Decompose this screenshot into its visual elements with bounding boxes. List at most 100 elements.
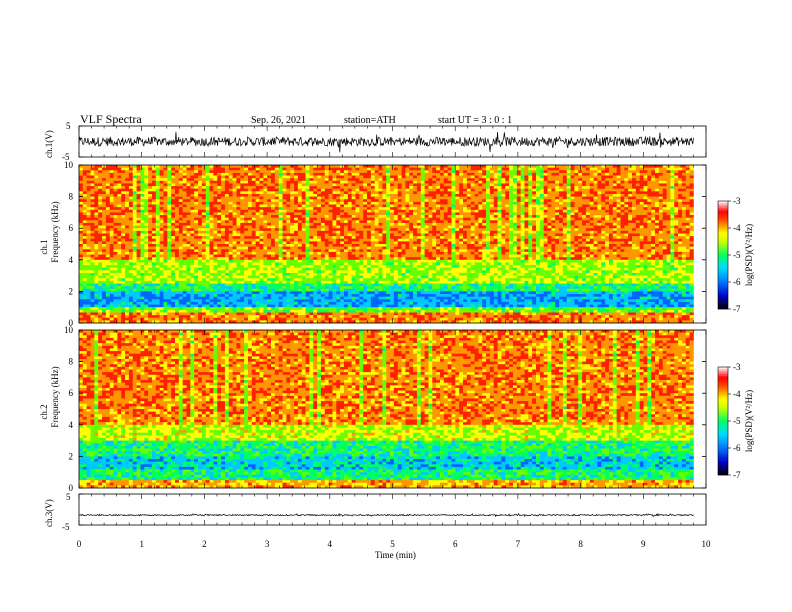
ch1-spectrogram-cell [244,265,249,268]
ch1-spectrogram-cell [301,175,306,179]
ch1-spectrogram-cell [374,225,379,229]
ch1-spectrogram-cell [167,317,172,321]
ch1-spectrogram-cell [290,288,295,292]
ch1-spectrogram-cell [121,315,126,319]
ch1-spectrogram-cell [251,209,256,213]
ch1-spectrogram-cell [290,317,295,321]
ch1-spectrogram-cell [182,265,187,268]
ch1-spectrogram-cell [163,254,168,258]
ch1-spectrogram-cell [355,259,360,263]
ch1-spectrogram-cell [82,312,87,316]
ch1-spectrogram-cell [178,317,183,321]
ch1-spectrogram-cell [94,265,99,268]
ch1-spectrogram-cell [236,259,241,263]
ch1-spectrogram-cell [259,244,264,247]
ch1-spectrogram-cell [98,201,103,205]
ch1-spectrogram-cell [332,251,337,255]
ch1-spectrogram-cell [125,262,130,266]
ch1-spectrogram-cell [117,291,122,295]
ch1-spectrogram-cell [132,207,137,211]
ch1-spectrogram-cell [102,209,107,213]
ch1-spectrogram-cell [198,241,203,245]
ch1-spectrogram-cell [278,233,283,237]
ch1-spectrogram-cell [359,225,364,229]
ch1-spectrogram-cell [136,299,141,303]
ch1-spectrogram-cell [378,204,383,208]
ch1-spectrogram-cell [182,320,187,324]
ch1-spectrogram-cell [159,317,164,321]
ch1-spectrogram-cell [313,199,318,203]
ch1-spectrogram-cell [370,209,376,213]
ch1-spectrogram-cell [163,215,168,218]
ch1-spectrogram-cell [240,286,245,290]
ch1-spectrogram-cell [201,222,207,226]
ch1-spectrogram-cell [232,265,237,268]
ch1-spectrogram-cell [263,199,268,203]
ch1-spectrogram-cell [205,225,210,229]
ch1-spectrogram-cell [286,217,291,221]
ch1-spectrogram-cell [305,204,310,208]
ch1-spectrogram-cell [363,186,368,189]
ch1-spectrogram-cell [359,170,364,174]
ch1-spectrogram-cell [382,199,387,203]
ch1-spectrogram-cell [232,315,237,319]
ch1-spectrogram-cell [209,241,214,245]
ch1-spectrogram-cell [255,236,260,240]
ch1-spectrogram-cell [171,307,176,311]
ch1-spectrogram-cell [144,257,149,261]
ch1-spectrogram-cell [390,199,395,203]
ch1-spectrogram-cell [313,296,318,300]
ch1-spectrogram-cell [297,244,303,247]
ch1-spectrogram-cell [370,257,376,261]
ch1-spectrogram-cell [117,183,122,187]
ch1-spectrogram-cell [278,193,283,197]
ch1-spectrogram-cell [125,312,130,316]
ch1-spectrogram-cell [282,244,287,247]
ch1-spectrogram-cell [136,225,141,229]
ch1-spectrogram-cell [155,317,160,321]
ch1-spectrogram-cell [309,191,314,195]
ch1-spectrogram-cell [82,283,87,287]
ch1-spectrogram-cell [221,217,226,221]
ch1-spectrogram-cell [155,175,160,179]
ch1-spectrogram-cell [271,175,276,179]
ch1-spectrogram-cell [236,286,241,290]
ch1-spectrogram-cell [324,170,329,174]
ch1-spectrogram-cell [259,317,264,321]
ch1-spectrogram-cell [190,233,195,237]
ch1-spectrogram-cell [205,286,210,290]
ch1-spectrogram-cell [217,236,222,240]
ch1-spectrogram-cell [224,272,230,276]
ch1-spectrogram-cell [271,178,276,182]
ch1-spectrogram-cell [163,233,168,237]
ch1-spectrogram-cell [175,254,180,258]
ch1-spectrogram-cell [94,183,99,187]
ch1-spectrogram-cell [324,307,329,311]
ch1-spectrogram-cell [336,220,341,224]
ch1-spectrogram-cell [163,315,168,319]
ch1-spectrogram-cell [182,172,187,176]
ch1-spectrogram-cell [274,212,279,216]
ch1-spectrogram-cell [244,222,249,226]
ch1-spectrogram-cell [324,230,329,234]
ch1-spectrogram-cell [221,180,226,184]
ch1-spectrogram-cell [320,199,326,203]
ch1-spectrogram-cell [355,291,360,295]
ch1-spectrogram-cell [205,267,210,271]
ch1-spectrogram-cell [367,249,372,253]
ch1-spectrogram-cell [363,304,368,308]
ch1-spectrogram-cell [282,175,287,179]
ch1-spectrogram-cell [163,278,168,282]
ch1-spectrogram-cell [359,259,364,263]
ch1-spectrogram-cell [301,299,306,303]
ch1-spectrogram-cell [367,317,372,321]
ch1-spectrogram-cell [259,225,264,229]
ch1-spectrogram-cell [232,172,237,176]
ch1-spectrogram-cell [236,215,241,218]
ch1-spectrogram-cell [82,259,87,263]
ch1-spectrogram-cell [255,244,260,247]
ch1-spectrogram-cell [301,217,306,221]
ch1-spectrogram-cell [332,244,337,247]
ch1-spectrogram-cell [128,283,134,287]
ch1-spectrogram-cell [297,199,303,203]
